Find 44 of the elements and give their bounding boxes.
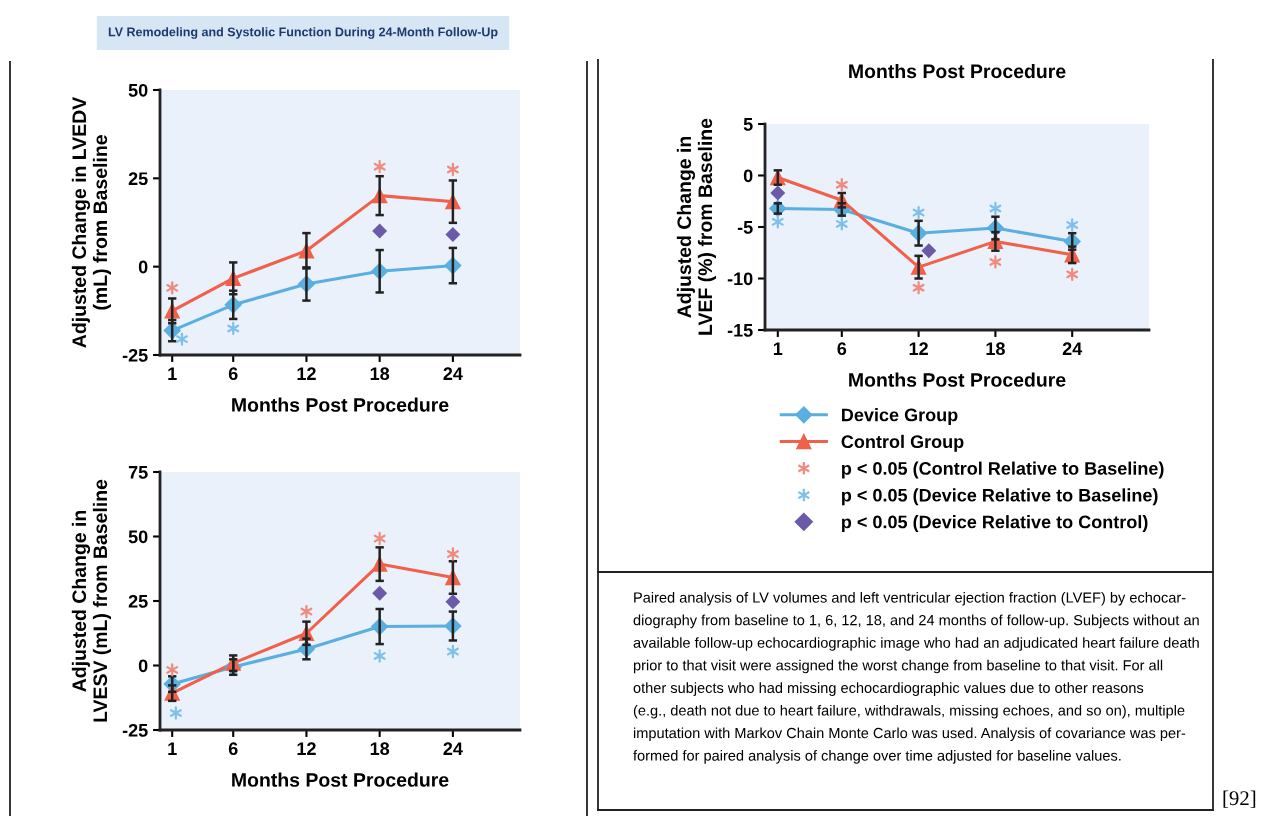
- x-axis-title: Months Post Procedure: [232, 772, 449, 787]
- y-axis-title: Adjusted Change in LVESV (mL) from Baseline: [71, 479, 111, 722]
- y-tick-label: 50: [128, 530, 148, 544]
- y-axis-title: Adjusted Change in LVEF (%) from Baseline: [676, 118, 716, 335]
- y-tick-label: -10: [727, 272, 753, 286]
- x-axis-title: Months Post Procedure: [232, 397, 449, 412]
- y-tick-label: 5: [743, 118, 753, 131]
- x-tick-label: 6: [228, 742, 238, 756]
- y-tick-label: 75: [128, 466, 148, 479]
- x-tick-label: 18: [370, 742, 390, 756]
- y-tick-label: -15: [727, 324, 753, 337]
- x-tick-label: 12: [297, 742, 316, 755]
- x-tick-label: 24: [443, 367, 463, 380]
- text: Paired analysis of LV volumes and left ventricular ejection fraction (LVEF) by echocar- diography from baseline to 1, 6, 12, 18, and 24 months of follow-up. Subjects without an available follow-up echocardiographic image who had an adjudicated heart failure death prior to that visit were assigned the worst change from baseline to that visit. For all other subjects who had missing echocardiographic values due to other reasons (e.g., death not due to heart failure, withdrawals, missing echoes, and so on), multiple imputation with Markov Chain Monte Carlo was used. Analysis of covariance was per- formed for paired analysis of change over time adjusted for baseline values.: [633, 592, 1199, 764]
- legend-label: Device Group: [842, 408, 958, 425]
- y-tick-label: -25: [122, 348, 148, 362]
- legend-label: p < 0.05 (Control Relative to Baseline): [842, 461, 1164, 479]
- legend-label: p < 0.05 (Device Relative to Control): [842, 515, 1148, 532]
- x-tick-label: 12: [909, 342, 928, 355]
- x-tick-label: 24: [443, 742, 463, 755]
- legend-label: p < 0.05 (Device Relative to Baseline): [842, 488, 1158, 506]
- y-axis-title: Adjusted Change in LVEDV (mL) from Baseline: [71, 96, 111, 348]
- x-tick-label: 6: [228, 367, 238, 381]
- text: Months Post Procedure: [849, 63, 1066, 79]
- y-tick-label: 0: [138, 659, 148, 673]
- x-tick-label: 18: [370, 367, 390, 381]
- y-tick-label: 50: [128, 83, 148, 97]
- y-tick-label: -5: [737, 221, 753, 234]
- y-tick-label: 25: [128, 594, 148, 608]
- x-tick-label: 24: [1062, 342, 1083, 355]
- y-tick-label: 25: [128, 172, 148, 186]
- y-tick-label: -25: [122, 723, 148, 737]
- x-tick-label: 6: [837, 342, 847, 356]
- x-axis-title: Months Post Procedure: [849, 372, 1066, 387]
- x-tick-label: 1: [168, 367, 177, 380]
- x-tick-label: 18: [986, 342, 1005, 356]
- legend-label: Control Group: [841, 434, 964, 452]
- y-tick-label: 0: [138, 260, 148, 274]
- x-tick-label: 1: [168, 742, 177, 755]
- text: [92]: [1223, 790, 1256, 808]
- x-tick-label: 12: [297, 367, 316, 380]
- y-tick-label: 0: [743, 169, 753, 183]
- x-tick-label: 1: [773, 342, 783, 355]
- chart-title: LV Remodeling and Systolic Function During 24-Month Follow-Up: [108, 27, 498, 39]
